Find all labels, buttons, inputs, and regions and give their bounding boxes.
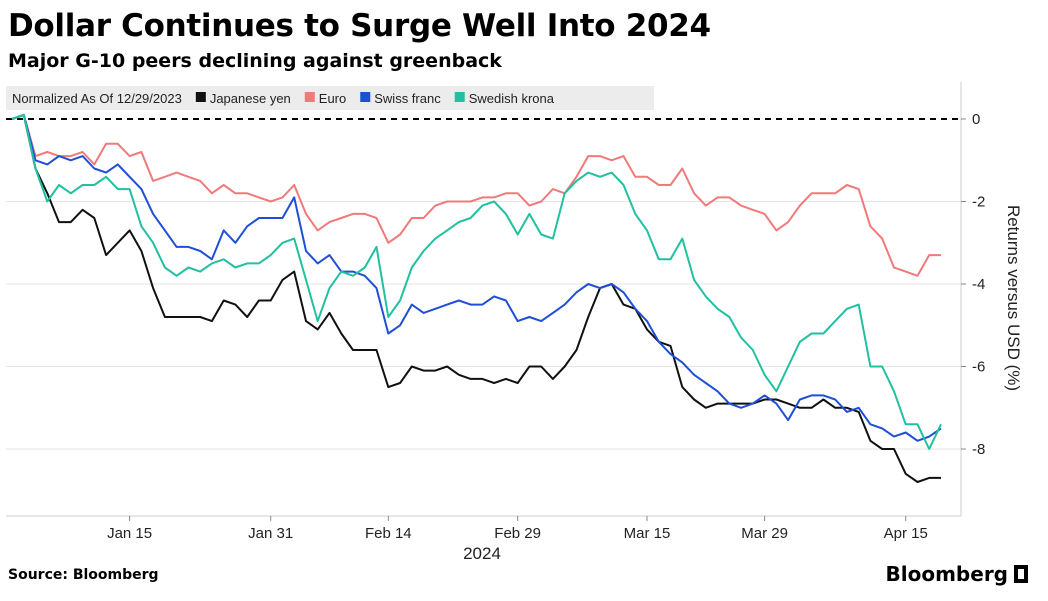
y-tick-label: 0	[972, 111, 980, 128]
y-gridlines	[6, 201, 961, 450]
source-note: Source: Bloomberg	[8, 567, 159, 583]
x-axis-title: 2024	[463, 544, 501, 563]
y-tick-label: -6	[972, 359, 985, 376]
y-tick-label: -4	[972, 276, 985, 293]
legend-swatch	[360, 92, 371, 102]
x-axis: Jan 15 Jan 31 Feb 14 Feb 29 Mar 15 Mar 29 Apr …	[107, 516, 928, 542]
legend-swatch	[195, 92, 206, 102]
series-line-swedish-krona	[11, 113, 942, 450]
brand-name: Bloomberg	[885, 562, 1008, 586]
chart-title: Dollar Continues to Surge Well Into 2024	[8, 8, 711, 44]
x-tick-label: Jan 15	[107, 525, 152, 542]
series-line-euro	[11, 113, 941, 277]
y-tick-label: -8	[972, 441, 985, 458]
chart-subtitle: Major G-10 peers declining against green…	[8, 50, 502, 72]
y-axis-title: Returns versus USD (%)	[1004, 205, 1023, 391]
legend: Japanese yen Euro Swiss franc Swedish krona	[195, 91, 555, 106]
legend-swatch	[304, 92, 315, 102]
legend-label: Euro	[319, 91, 346, 106]
legend-label: Swedish krona	[469, 91, 555, 106]
x-tick-label: Mar 29	[741, 525, 788, 542]
series-line-swiss-franc	[11, 113, 942, 442]
bloomberg-terminal-icon	[1014, 565, 1028, 583]
legend-background	[6, 86, 654, 110]
legend-title: Normalized As Of 12/29/2023	[12, 91, 182, 106]
y-axis: 0 -2 -4 -6 -8	[961, 111, 985, 458]
series-line-japanese-yen	[11, 113, 941, 483]
x-tick-label: Mar 15	[624, 525, 671, 542]
legend-label: Japanese yen	[210, 91, 291, 106]
x-tick-label: Feb 29	[494, 525, 541, 542]
y-tick-label: -2	[972, 194, 985, 211]
legend-swatch	[454, 92, 465, 102]
brand-logo: Bloomberg	[886, 562, 1028, 586]
x-tick-label: Feb 14	[365, 525, 412, 542]
x-tick-label: Jan 31	[248, 525, 293, 542]
x-tick-label: Apr 15	[884, 525, 928, 542]
legend-label: Swiss franc	[374, 91, 441, 106]
series-lines	[11, 113, 942, 483]
